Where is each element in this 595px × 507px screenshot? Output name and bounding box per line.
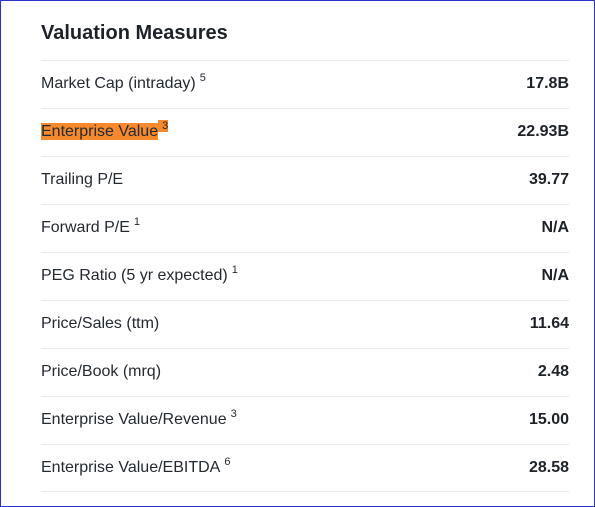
row-label: Enterprise Value/EBITDA 6 <box>41 457 230 479</box>
row-value: 28.58 <box>528 459 569 476</box>
row-value: 11.64 <box>529 315 569 332</box>
table-row-price-book: Price/Book (mrq) 2.48 <box>41 348 569 396</box>
footnote-marker[interactable]: 3 <box>158 120 169 132</box>
row-label: Trailing P/E <box>41 169 123 191</box>
row-value: N/A <box>541 267 569 284</box>
table-row-trailing-pe: Trailing P/E 39.77 <box>41 156 569 204</box>
row-label-text: Market Cap (intraday) <box>41 75 196 92</box>
footnote-marker[interactable]: 3 <box>230 408 237 420</box>
table-row-forward-pe: Forward P/E 1 N/A <box>41 204 569 252</box>
row-label-text: Trailing P/E <box>41 171 124 188</box>
row-value: 22.93B <box>517 123 569 140</box>
table-row-ev-revenue: Enterprise Value/Revenue 3 15.00 <box>41 396 569 444</box>
row-value: 39.77 <box>528 171 569 188</box>
row-label-text: Enterprise Value/Revenue <box>41 411 227 428</box>
table-row-enterprise-value: Enterprise Value 3 22.93B <box>41 108 569 156</box>
row-label-text-highlighted: Enterprise Value <box>41 123 159 140</box>
footnote-marker[interactable]: 1 <box>133 216 141 228</box>
row-label-text: Price/Book (mrq) <box>41 363 162 380</box>
footnote-marker[interactable]: 6 <box>224 456 231 468</box>
row-label: PEG Ratio (5 yr expected) 1 <box>41 265 238 287</box>
row-label: Price/Sales (ttm) <box>41 313 159 335</box>
row-label-text: PEG Ratio (5 yr expected) <box>41 267 228 284</box>
row-value: 2.48 <box>537 363 569 380</box>
row-label-text: Enterprise Value/EBITDA <box>41 459 221 476</box>
footnote-marker[interactable]: 1 <box>231 264 238 276</box>
table-row-price-sales: Price/Sales (ttm) 11.64 <box>41 300 569 348</box>
row-value: 17.8B <box>526 75 569 92</box>
valuation-table: Market Cap (intraday) 5 17.8B Enterprise … <box>41 60 569 492</box>
row-value: 15.00 <box>528 411 569 428</box>
row-label: Enterprise Value/Revenue 3 <box>41 409 237 431</box>
row-label: Price/Book (mrq) <box>41 361 161 383</box>
row-value: N/A <box>541 219 569 236</box>
footnote-marker[interactable]: 5 <box>199 72 206 84</box>
row-label: Forward P/E 1 <box>41 217 140 239</box>
table-row-peg-ratio: PEG Ratio (5 yr expected) 1 N/A <box>41 252 569 300</box>
row-label-text: Price/Sales (ttm) <box>41 315 160 332</box>
row-label: Enterprise Value 3 <box>41 120 169 143</box>
table-row-ev-ebitda: Enterprise Value/EBITDA 6 28.58 <box>41 444 569 492</box>
section-title: Valuation Measures <box>41 22 228 44</box>
row-label: Market Cap (intraday) 5 <box>41 73 206 95</box>
table-row-market-cap: Market Cap (intraday) 5 17.8B <box>41 60 569 108</box>
row-label-text: Forward P/E <box>41 219 130 236</box>
